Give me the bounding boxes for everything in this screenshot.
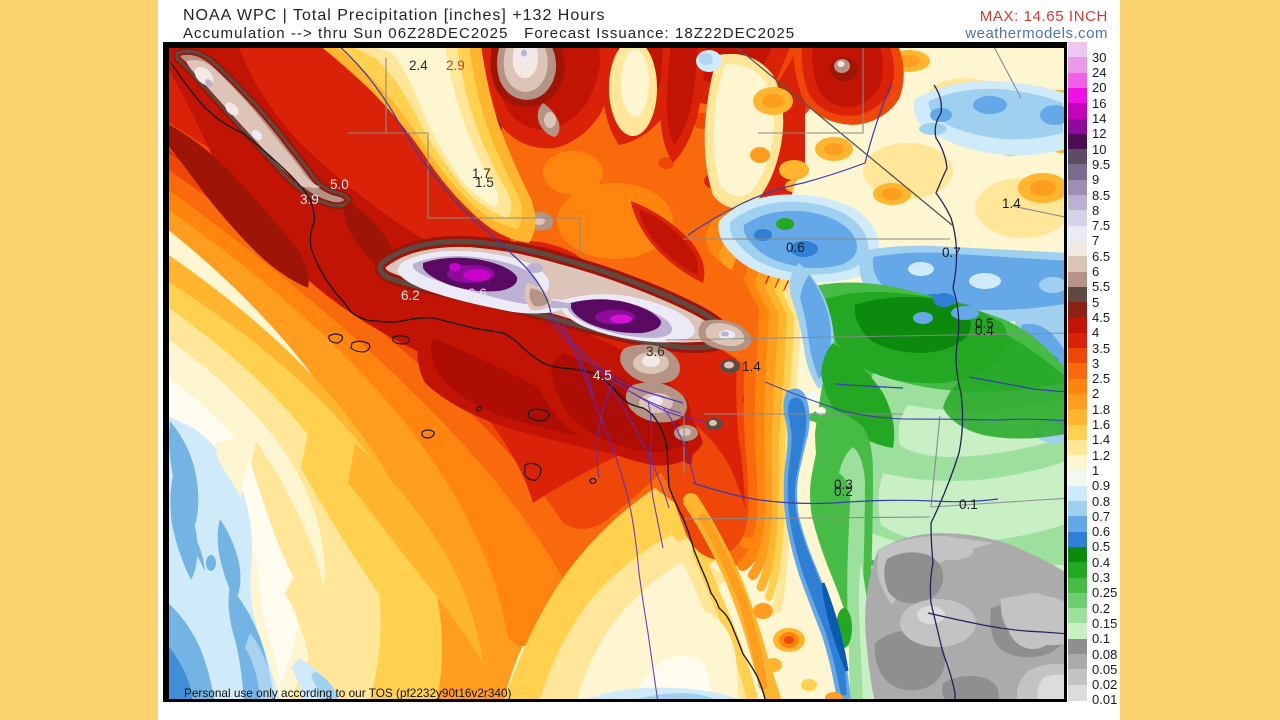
svg-text:0.3: 0.3 — [834, 477, 853, 492]
svg-text:0.7: 0.7 — [942, 245, 961, 260]
svg-text:0.4: 0.4 — [975, 323, 994, 338]
svg-text:1.5: 1.5 — [475, 175, 494, 190]
svg-text:9.6: 9.6 — [468, 286, 487, 301]
svg-text:3.6: 3.6 — [646, 344, 665, 359]
svg-text:1.4: 1.4 — [742, 359, 761, 374]
svg-text:0.1: 0.1 — [959, 497, 978, 512]
svg-text:5.0: 5.0 — [330, 177, 349, 192]
svg-text:1.4: 1.4 — [1002, 196, 1021, 211]
svg-text:0.5: 0.5 — [975, 316, 994, 331]
svg-text:0.2: 0.2 — [834, 484, 853, 499]
svg-text:4.5: 4.5 — [593, 368, 612, 383]
svg-text:3.9: 3.9 — [300, 192, 319, 207]
svg-text:6.2: 6.2 — [401, 288, 420, 303]
svg-text:2.9: 2.9 — [446, 58, 465, 73]
svg-text:1.7: 1.7 — [472, 166, 491, 181]
svg-text:Personal use only according to: Personal use only according to our TOS (… — [184, 686, 512, 700]
svg-text:2.4: 2.4 — [409, 58, 428, 73]
svg-text:0.6: 0.6 — [786, 240, 805, 255]
